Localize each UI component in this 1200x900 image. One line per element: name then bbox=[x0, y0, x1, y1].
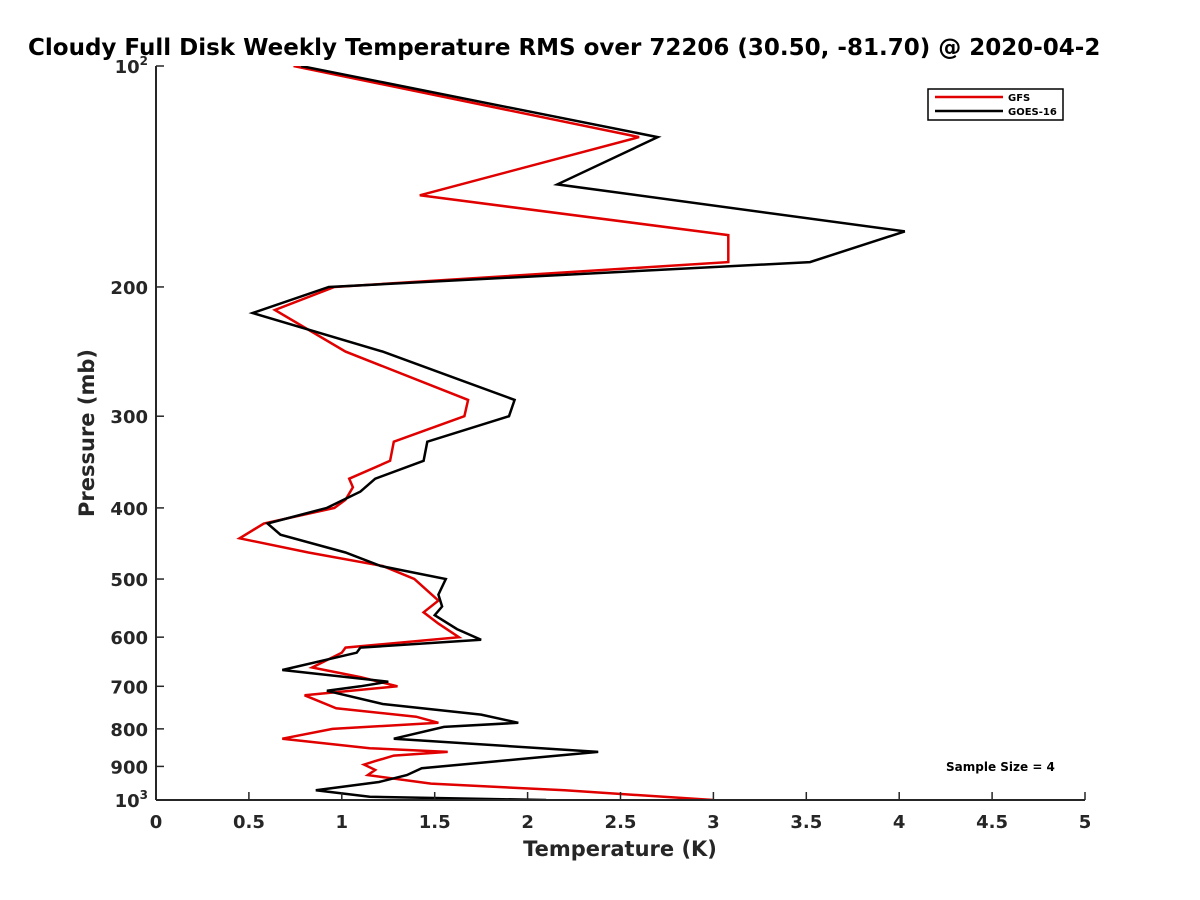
legend-box bbox=[927, 88, 1064, 121]
plot-area bbox=[156, 66, 1085, 800]
x-tick-label: 1.5 bbox=[419, 812, 451, 833]
y-tick-label: 102 bbox=[115, 54, 148, 78]
legend-label-1: GFS bbox=[1008, 93, 1030, 104]
series-line-2 bbox=[248, 66, 906, 800]
x-tick-label: 0 bbox=[150, 812, 163, 833]
x-tick-label: 2 bbox=[521, 812, 534, 833]
x-tick-label: 2.5 bbox=[605, 812, 637, 833]
y-tick-label: 700 bbox=[110, 677, 148, 698]
y-axis-label: Pressure (mb) bbox=[75, 349, 99, 517]
y-tick-label: 103 bbox=[115, 788, 148, 812]
chart-title: Cloudy Full Disk Weekly Temperature RMS … bbox=[28, 35, 1100, 61]
x-tick-label: 0.5 bbox=[233, 812, 265, 833]
y-tick-label: 300 bbox=[110, 407, 148, 428]
y-tick-label: 900 bbox=[110, 757, 148, 778]
legend-label-2: GOES-16 bbox=[1008, 107, 1057, 118]
series-group bbox=[236, 66, 906, 800]
series-line-1 bbox=[236, 66, 730, 800]
x-tick-label: 3.5 bbox=[790, 812, 822, 833]
x-ticks: 0 0.5 1 1.5 2 2.5 3 3.5 4 4.5 5 bbox=[150, 792, 1092, 833]
y-tick-label: 200 bbox=[110, 278, 148, 299]
sample-size-annotation: Sample Size = 4 bbox=[946, 760, 1055, 774]
y-tick-label: 500 bbox=[110, 570, 148, 591]
legend: GFS GOES-16 bbox=[927, 88, 1064, 121]
x-tick-label: 4 bbox=[893, 812, 906, 833]
x-tick-label: 5 bbox=[1079, 812, 1092, 833]
x-tick-label: 1 bbox=[336, 812, 349, 833]
y-tick-label: 400 bbox=[110, 499, 148, 520]
y-tick-label: 800 bbox=[110, 720, 148, 741]
x-tick-label: 3 bbox=[707, 812, 720, 833]
x-axis-label: Temperature (K) bbox=[523, 837, 717, 861]
x-tick-label: 4.5 bbox=[976, 812, 1008, 833]
y-ticks: 102 200 300 400 500 600 700 800 900 103 bbox=[110, 54, 164, 812]
y-tick-label: 600 bbox=[110, 628, 148, 649]
